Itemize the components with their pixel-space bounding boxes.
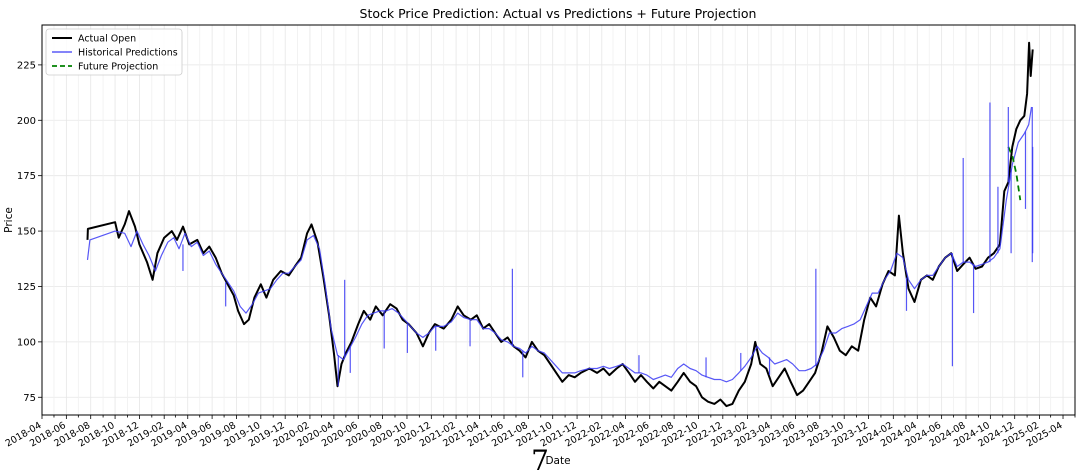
series-line-actual-open: [86, 41, 1034, 408]
series-line-historical-predictions: [86, 106, 1033, 383]
x-axis-label: Date: [545, 455, 570, 467]
legend-box: [45, 28, 183, 76]
plot-lines: [86, 41, 1034, 408]
series-line-future-projection: [1007, 146, 1022, 201]
y-tick-label: 125: [17, 282, 36, 293]
y-tick-label: 75: [23, 393, 36, 404]
y-tick-label: 100: [17, 337, 36, 348]
legend-label: Historical Predictions: [78, 48, 178, 59]
legend: Actual Open Historical Predictions Future …: [45, 28, 183, 76]
watermark-digit: 7: [531, 444, 549, 471]
y-axis-label: Price: [3, 207, 15, 233]
y-tick-label: 200: [17, 116, 36, 127]
y-tick-label: 225: [17, 60, 36, 71]
y-tick-label: 150: [17, 227, 36, 238]
legend-label: Actual Open: [78, 34, 136, 45]
grid-layer: [41, 25, 1076, 415]
y-tick-label: 175: [17, 171, 36, 182]
legend-label: Future Projection: [78, 62, 158, 73]
chart-title: Stock Price Prediction: Actual vs Predic…: [360, 6, 757, 21]
plot-frame: [41, 24, 1076, 416]
